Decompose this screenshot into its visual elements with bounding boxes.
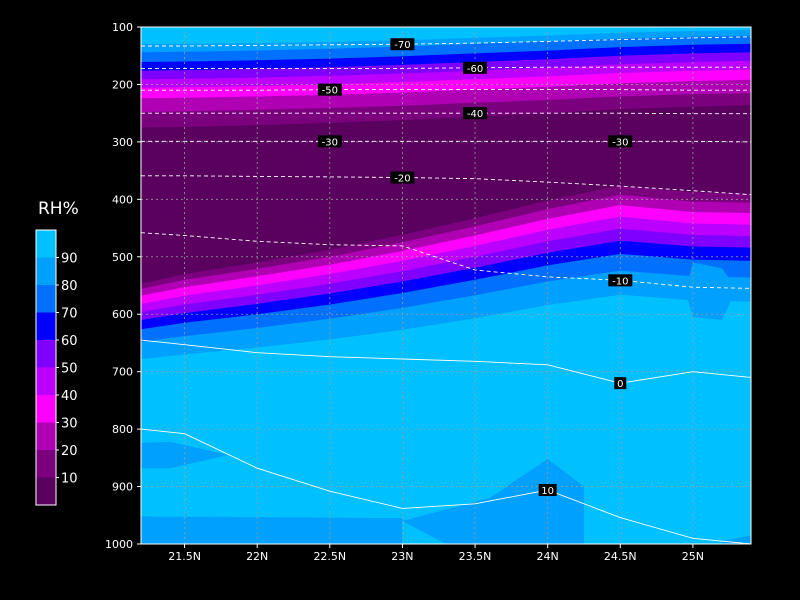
- colorbar-label: 70: [61, 307, 78, 322]
- y-tick-label: 300: [112, 136, 133, 149]
- contour-label-bg: [538, 484, 557, 497]
- x-tick-label: 24N: [537, 550, 559, 563]
- contour-line: [141, 175, 751, 196]
- contour-line: [141, 428, 751, 544]
- temperature-contours: -70 -60 -50 -40 -30 -30 -20 -10 0 10: [141, 36, 751, 544]
- contour-label: -70: [394, 40, 410, 51]
- y-tick-label: 100: [112, 21, 133, 34]
- colorbar-swatch: [36, 422, 56, 450]
- colorbar-swatch: [36, 285, 56, 313]
- x-tick-label: 22.5N: [313, 550, 346, 563]
- x-tick-label: 23.5N: [459, 550, 492, 563]
- contour-label-bg: [317, 135, 342, 148]
- contour-label: -30: [612, 137, 628, 148]
- y-tick-label: 700: [112, 366, 133, 379]
- contour-label-bg: [608, 135, 633, 148]
- x-tick-label: 22N: [246, 550, 268, 563]
- contour-label: -40: [467, 109, 483, 120]
- x-tick-label: 21.5N: [168, 550, 201, 563]
- colorbar-label: 30: [61, 417, 78, 432]
- contour-label: -10: [612, 276, 628, 287]
- colorbar-swatch: [36, 230, 56, 258]
- contour-line: [141, 232, 751, 289]
- colorbar-swatch: [36, 340, 56, 368]
- colorbar-label: 60: [61, 334, 78, 349]
- colorbar-swatch: [36, 367, 56, 395]
- contour-line: [141, 66, 751, 69]
- x-tick-label: 23N: [391, 550, 413, 563]
- x-tick-label: 24.5N: [604, 550, 637, 563]
- contour-label: -50: [322, 86, 338, 97]
- rh-patch: [685, 262, 737, 320]
- rh-band-lower: [141, 294, 751, 544]
- colorbar-swatch: [36, 257, 56, 285]
- x-tick-label: 25N: [682, 550, 704, 563]
- y-tick-label: 600: [112, 308, 133, 321]
- contour-line: [141, 36, 751, 47]
- colorbar-label: 20: [61, 444, 78, 459]
- contour-label-bg: [608, 274, 633, 287]
- colorbar: 90 80 70 60 50 40 30 20 10: [35, 229, 78, 506]
- contour-label-bg: [614, 377, 627, 390]
- y-tick-label: 200: [112, 78, 133, 91]
- colorbar-swatch: [36, 395, 56, 423]
- rh-patch: [402, 459, 584, 544]
- y-tick-label: 900: [112, 481, 133, 494]
- y-tick-label: 800: [112, 423, 133, 436]
- contour-label: -20: [394, 174, 410, 185]
- colorbar-label: 80: [61, 279, 78, 294]
- colorbar-label: 10: [61, 472, 78, 487]
- contour-label-bg: [463, 61, 488, 74]
- rh-patch: [141, 516, 403, 544]
- y-tick-label: 500: [112, 251, 133, 264]
- contour-label-bg: [390, 171, 415, 184]
- colorbar-title: RH%: [38, 199, 79, 219]
- y-tick-label: 1000: [105, 538, 133, 551]
- plot-frame: [140, 26, 752, 545]
- contour-label-bg: [463, 107, 488, 120]
- contour-line: [141, 140, 751, 143]
- colorbar-swatch: [36, 450, 56, 478]
- contour-line: [141, 339, 751, 384]
- rh-fills: [141, 27, 751, 544]
- y-axis-ticks: 100 200 300 400 500 600 700 800 900 1000: [105, 21, 141, 551]
- contour-label-bg: [317, 83, 342, 96]
- colorbar-label: 40: [61, 389, 78, 404]
- contour-label-bg: [390, 38, 415, 51]
- colorbar-swatch: [36, 477, 56, 505]
- contour-line: [141, 89, 751, 91]
- colorbar-swatch: [36, 312, 56, 340]
- contour-label: -30: [322, 137, 338, 148]
- colorbar-label: 50: [61, 362, 78, 377]
- contour-label: 0: [617, 379, 623, 390]
- colorbar-label: 90: [61, 252, 78, 267]
- x-axis-ticks: 21.5N 22N 22.5N 23N 23.5N 24N 24.5N 25N: [168, 544, 704, 563]
- plot-area: -70 -60 -50 -40 -30 -30 -20 -10 0 10: [141, 27, 751, 544]
- contour-label: -60: [467, 64, 483, 75]
- contour-label: 10: [541, 486, 554, 497]
- rh-patch: [141, 441, 229, 469]
- y-tick-label: 400: [112, 193, 133, 206]
- contour-line: [141, 112, 751, 115]
